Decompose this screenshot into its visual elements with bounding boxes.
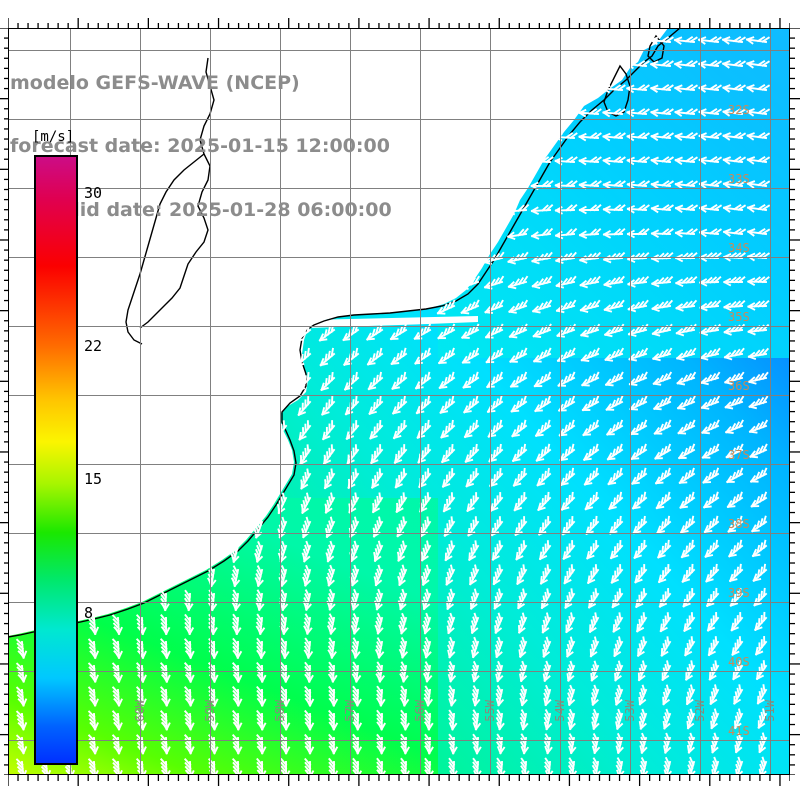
- lon-label-59W: 59W: [203, 700, 217, 722]
- lon-label-60W: 60W: [133, 700, 147, 722]
- lat-label-36S: 36S: [728, 379, 750, 393]
- colorbar-tick-22: 22: [84, 336, 103, 355]
- lon-label-51W: 51W: [763, 700, 777, 722]
- lon-label-54W: 54W: [553, 700, 567, 722]
- lat-label-41S: 41S: [728, 724, 750, 738]
- lon-label-53W: 53W: [623, 700, 637, 722]
- lat-label-38S: 38S: [728, 517, 750, 531]
- lat-label-33S: 33S: [728, 172, 750, 186]
- lon-label-58W: 58W: [273, 700, 287, 722]
- lon-label-55W: 55W: [483, 700, 497, 722]
- lon-label-56W: 56W: [413, 700, 427, 722]
- plot-area: 61W60W59W58W57W56W55W54W53W52W51W 32S33S…: [8, 28, 790, 775]
- colorbar-tick-15: 15: [84, 470, 103, 489]
- lon-label-52W: 52W: [693, 700, 707, 722]
- lat-label-35S: 35S: [728, 310, 750, 324]
- title-model: modelo GEFS-WAVE (NCEP): [10, 71, 300, 94]
- lat-label-34S: 34S: [728, 241, 750, 255]
- colorbar-tick-30: 30: [84, 184, 103, 203]
- colorbar-tick-8: 8: [84, 603, 94, 622]
- lat-label-37S: 37S: [728, 448, 750, 462]
- map-title-block: modelo GEFS-WAVE (NCEP) forecast date: 2…: [10, 30, 392, 264]
- lat-label-32S: 32S: [728, 103, 750, 117]
- colorbar-gradient: [34, 155, 78, 765]
- lon-label-57W: 57W: [343, 700, 357, 722]
- right-axis-ticks: [790, 28, 800, 775]
- lat-label-40S: 40S: [728, 655, 750, 669]
- title-forecast-date: forecast date: 2025-01-15 12:00:00: [10, 135, 390, 158]
- lat-label-39S: 39S: [728, 586, 750, 600]
- bottom-axis-ticks: [8, 775, 790, 786]
- colorbar-unit-label: [m/s]: [32, 129, 75, 145]
